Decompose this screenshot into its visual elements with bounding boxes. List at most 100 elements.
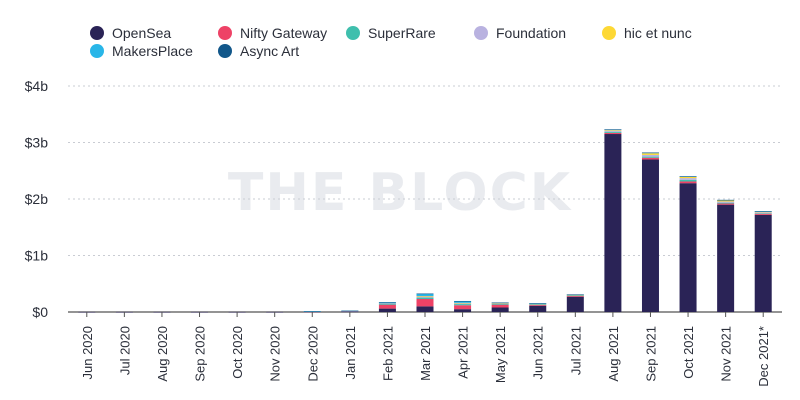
bar-nifty-gateway-oct-2021 <box>679 181 697 184</box>
legend-item-superrare: SuperRare <box>346 25 436 41</box>
bar-hic-et-nunc-oct-2021 <box>679 176 697 179</box>
bar-nifty-gateway-mar-2021 <box>416 299 434 307</box>
legend-swatch-icon <box>218 44 232 58</box>
bar-superrare-sep-2021 <box>641 156 659 158</box>
bar-hic-et-nunc-apr-2021 <box>454 302 472 304</box>
x-tick-label: Oct 2021 <box>681 326 696 379</box>
bar-foundation-oct-2021 <box>679 178 697 180</box>
bar-foundation-aug-2021 <box>604 130 622 132</box>
x-tick-label: Dec 2020 <box>305 326 320 382</box>
legend-label: OpenSea <box>112 25 172 41</box>
bar-hic-et-nunc-dec-2021 <box>754 211 772 213</box>
bar-foundation-sep-2021 <box>641 154 659 157</box>
bar-superrare-jul-2021 <box>566 295 584 297</box>
bar-foundation-nov-2021 <box>717 201 735 203</box>
bar-async-art-jan-2021 <box>341 310 359 312</box>
bar-nifty-gateway-apr-2021 <box>454 305 472 310</box>
bar-nifty-gateway-jun-2021 <box>529 304 547 306</box>
y-tick-label: $4b <box>25 78 49 94</box>
y-tick-label: $1b <box>25 248 49 264</box>
bar-hic-et-nunc-sep-2021 <box>641 153 659 155</box>
bar-foundation-mar-2021 <box>416 296 434 298</box>
bar-superrare-mar-2021 <box>416 297 434 300</box>
bar-nifty-gateway-may-2021 <box>491 304 509 308</box>
bar-foundation-dec-2021 <box>754 212 772 214</box>
x-tick-label: Mar 2021 <box>418 326 433 381</box>
bar-async-art-mar-2021 <box>416 293 434 295</box>
bar-async-art-dec-2020 <box>303 311 321 312</box>
legend-item-hic-et-nunc: hic et nunc <box>602 25 692 41</box>
bar-opensea-nov-2021 <box>717 204 735 312</box>
bar-nifty-gateway-nov-2021 <box>717 203 735 205</box>
x-tick-label: May 2021 <box>493 326 508 383</box>
watermark-text: THE BLOCK <box>228 163 572 223</box>
bar-superrare-aug-2021 <box>604 131 622 133</box>
bar-opensea-may-2021 <box>491 307 509 312</box>
legend-item-foundation: Foundation <box>474 25 566 41</box>
legend-swatch-icon <box>474 26 488 40</box>
bar-opensea-jul-2021 <box>566 296 584 312</box>
legend-item-nifty-gateway: Nifty Gateway <box>218 25 327 41</box>
legend-swatch-icon <box>90 44 104 58</box>
x-tick-label: Jun 2021 <box>531 326 546 380</box>
x-tick-label: Aug 2020 <box>155 326 170 382</box>
legend-item-opensea: OpenSea <box>90 25 171 41</box>
bar-hic-et-nunc-mar-2021 <box>416 296 434 297</box>
x-tick-label: Jan 2021 <box>343 326 358 380</box>
y-tick-label: $2b <box>25 191 49 207</box>
bar-superrare-jun-2021 <box>529 304 547 306</box>
bar-makersplace-apr-2021 <box>454 301 472 303</box>
bar-async-art-jun-2021 <box>529 303 547 304</box>
bar-nifty-gateway-feb-2021 <box>378 304 396 309</box>
bar-foundation-feb-2021 <box>378 302 396 304</box>
bar-async-art-oct-2021 <box>679 176 697 177</box>
x-tick-label: Nov 2021 <box>719 326 734 382</box>
bar-async-art-dec-2021 <box>754 211 772 212</box>
legend-item-makersplace: MakersPlace <box>90 43 193 59</box>
bar-opensea-apr-2021 <box>454 309 472 312</box>
bar-opensea-oct-2021 <box>679 183 697 312</box>
legend-swatch-icon <box>90 26 104 40</box>
x-tick-label: Oct 2020 <box>230 326 245 379</box>
bar-async-art-apr-2021 <box>454 300 472 302</box>
x-tick-label: Sep 2021 <box>643 326 658 382</box>
bar-async-art-nov-2021 <box>717 199 735 201</box>
legend-label: Foundation <box>496 25 567 41</box>
bar-hic-et-nunc-may-2021 <box>491 303 509 304</box>
x-tick-label: Feb 2021 <box>380 326 395 381</box>
bar-makersplace-mar-2021 <box>416 293 434 297</box>
bar-opensea-mar-2021 <box>416 306 434 312</box>
bar-nifty-gateway-aug-2021 <box>604 132 622 135</box>
bar-async-art-aug-2021 <box>604 129 622 130</box>
bar-superrare-apr-2021 <box>454 304 472 306</box>
legend-label: Async Art <box>240 43 300 59</box>
bar-async-art-may-2021 <box>491 302 509 304</box>
legend-label: SuperRare <box>368 25 436 41</box>
bar-opensea-dec-2021 <box>754 214 772 312</box>
bar-superrare-may-2021 <box>491 303 509 305</box>
bar-foundation-apr-2021 <box>454 303 472 305</box>
x-tick-label: Nov 2020 <box>268 326 283 382</box>
bar-async-art-feb-2021 <box>378 302 396 303</box>
legend-swatch-icon <box>346 26 360 40</box>
bar-nifty-gateway-dec-2021 <box>754 213 772 215</box>
bar-superrare-feb-2021 <box>378 303 396 305</box>
bar-superrare-oct-2021 <box>679 179 697 182</box>
bar-opensea-aug-2021 <box>604 134 622 312</box>
bar-nifty-gateway-sep-2021 <box>641 157 659 160</box>
bar-async-art-sep-2021 <box>641 152 659 154</box>
bar-superrare-nov-2021 <box>717 202 735 204</box>
x-tick-label: Aug 2021 <box>606 326 621 382</box>
bar-async-art-jul-2021 <box>566 294 584 296</box>
x-tick-label: Sep 2020 <box>193 326 208 382</box>
x-tick-label: Jul 2020 <box>117 326 132 375</box>
legend-item-async-art: Async Art <box>218 43 299 59</box>
chart-legend: OpenSea Nifty Gateway SuperRare Foundation h… <box>0 0 800 70</box>
bar-hic-et-nunc-nov-2021 <box>717 200 735 202</box>
bar-opensea-jan-2021 <box>341 311 359 313</box>
bar-opensea-jun-2021 <box>529 305 547 312</box>
legend-swatch-icon <box>218 26 232 40</box>
bar-opensea-feb-2021 <box>378 308 396 312</box>
bar-superrare-dec-2021 <box>754 213 772 214</box>
